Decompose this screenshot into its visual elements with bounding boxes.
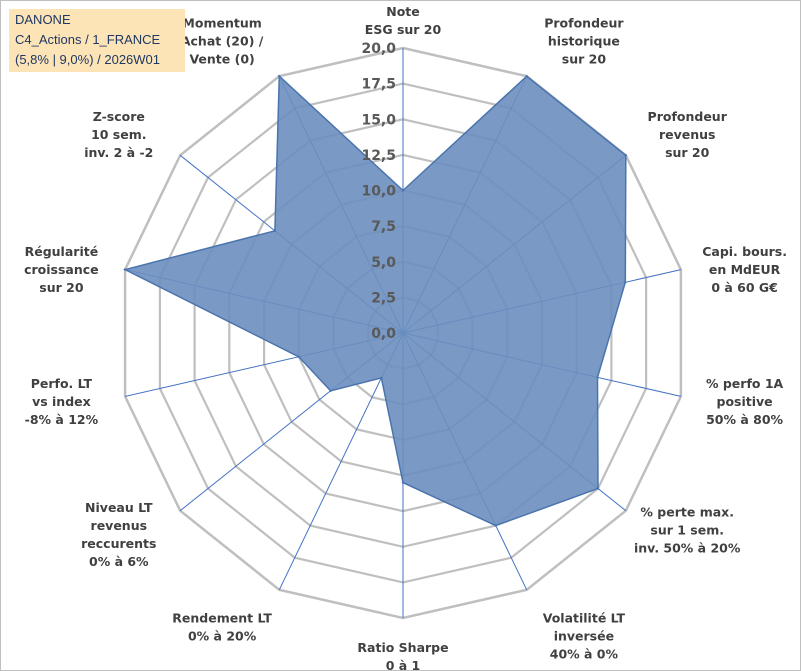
data-point: [525, 75, 528, 78]
category-label-line: Note: [386, 4, 420, 19]
title-period: (5,8% | 9,0%) / 2026W01: [15, 52, 161, 67]
category-label-line: revenus: [91, 518, 148, 533]
category-label-line: sur 20: [39, 280, 84, 295]
radial-tick-label: 17,5: [361, 77, 396, 93]
category-label: Note ESG sur 20: [365, 4, 442, 37]
data-point: [123, 268, 127, 271]
category-label-line: inv. 2 à -2: [84, 145, 153, 160]
category-label: Perfo. LT vs index -8% à 12%: [25, 376, 99, 427]
category-label-line: Régularité: [25, 244, 99, 259]
data-point: [297, 355, 300, 358]
data-point: [329, 389, 332, 392]
category-label-line: Momentum: [182, 15, 261, 30]
category-label-line: 0 à 1: [386, 658, 421, 671]
category-label-line: % perfo 1A: [706, 376, 784, 391]
category-label-line: % perte max.: [640, 505, 734, 520]
category-label: % perfo 1A positive 50% à 80%: [706, 376, 784, 427]
category-label-line: inversée: [554, 629, 614, 644]
category-label-line: revenus: [659, 127, 716, 142]
radial-tick-label: 20,0: [361, 41, 396, 57]
category-label-line: ESG sur 20: [365, 22, 442, 37]
radar-series: [122, 74, 627, 527]
radial-tick-label: 15,0: [361, 112, 396, 128]
category-label-line: Perfo. LT: [31, 376, 93, 391]
category-label-line: 40% à 0%: [550, 647, 619, 662]
category-label-line: inv. 50% à 20%: [634, 541, 741, 556]
category-label: Momentum Achat (20) / Vente (0): [181, 15, 264, 66]
category-label: Rendement LT 0% à 20%: [172, 611, 272, 644]
data-point: [596, 376, 599, 379]
data-point: [401, 481, 405, 484]
category-label-line: Z-score: [93, 109, 145, 124]
category-label-line: Profondeur: [544, 15, 624, 30]
category-label-line: 10 sem.: [91, 127, 146, 142]
data-point: [380, 376, 383, 380]
data-point: [624, 154, 627, 157]
category-label: Régularité croissance sur 20: [24, 244, 99, 295]
category-label-line: sur 20: [665, 145, 710, 160]
data-point: [494, 524, 497, 527]
category-label-line: Vente (0): [189, 51, 254, 66]
data-point: [273, 229, 277, 232]
category-label-line: 0 à 60 G€: [711, 280, 778, 295]
category-label-line: en MdEUR: [709, 262, 781, 277]
data-point: [596, 487, 600, 490]
category-label: Profondeur revenus sur 20: [648, 109, 728, 160]
category-label: Volatilité LT inversée 40% à 0%: [543, 611, 626, 662]
category-label-line: 0% à 6%: [89, 554, 149, 569]
category-label-line: Achat (20) /: [181, 33, 264, 48]
category-label-line: Ratio Sharpe: [357, 640, 448, 655]
data-point: [401, 189, 405, 192]
radial-tick-label: 5,0: [371, 255, 396, 271]
category-label: Profondeur historique sur 20: [544, 15, 624, 66]
category-label-line: Volatilité LT: [543, 611, 626, 626]
category-label-line: Capi. bours.: [702, 244, 787, 259]
category-labels: Note ESG sur 20 Profondeur historique sur 20…: [24, 4, 787, 671]
category-label-line: historique: [548, 33, 620, 48]
category-label-line: 0% à 20%: [188, 629, 257, 644]
radial-tick-labels: 0,0 2,5 5,0 7,5 10,0 12,5 15,0 17,5 20,0: [361, 41, 396, 342]
title-portfolio: C4_Actions / 1_FRANCE: [15, 32, 161, 47]
category-label-line: Niveau LT: [85, 500, 153, 515]
category-label-line: croissance: [24, 262, 99, 277]
category-label-line: vs index: [32, 394, 91, 409]
category-label: % perte max. sur 1 sem. inv. 50% à 20%: [634, 505, 741, 556]
radial-tick-label: 2,5: [371, 290, 396, 306]
category-label: Z-score 10 sem. inv. 2 à -2: [84, 109, 153, 160]
category-label: Niveau LT revenus reccurents 0% à 6%: [81, 500, 156, 569]
radial-tick-label: 7,5: [371, 219, 396, 235]
radial-tick-label: 12,5: [361, 148, 396, 164]
category-label-line: sur 20: [562, 51, 607, 66]
radial-tick-label: 0,0: [371, 326, 396, 342]
data-point: [624, 281, 627, 284]
category-label-line: Rendement LT: [172, 611, 272, 626]
category-label-line: positive: [717, 394, 773, 409]
data-point: [278, 75, 281, 78]
category-label-line: 50% à 80%: [706, 412, 783, 427]
category-label: Ratio Sharpe 0 à 1: [357, 640, 448, 671]
category-label-line: reccurents: [81, 536, 156, 551]
title-company: DANONE: [15, 12, 71, 27]
radial-tick-label: 10,0: [361, 184, 396, 200]
title-box: DANONE C4_Actions / 1_FRANCE (5,8% | 9,0…: [9, 9, 185, 72]
category-label: Capi. bours. en MdEUR 0 à 60 G€: [702, 244, 787, 295]
category-label-line: Profondeur: [648, 109, 728, 124]
category-label-line: -8% à 12%: [25, 412, 99, 427]
category-label-line: sur 1 sem.: [650, 523, 724, 538]
